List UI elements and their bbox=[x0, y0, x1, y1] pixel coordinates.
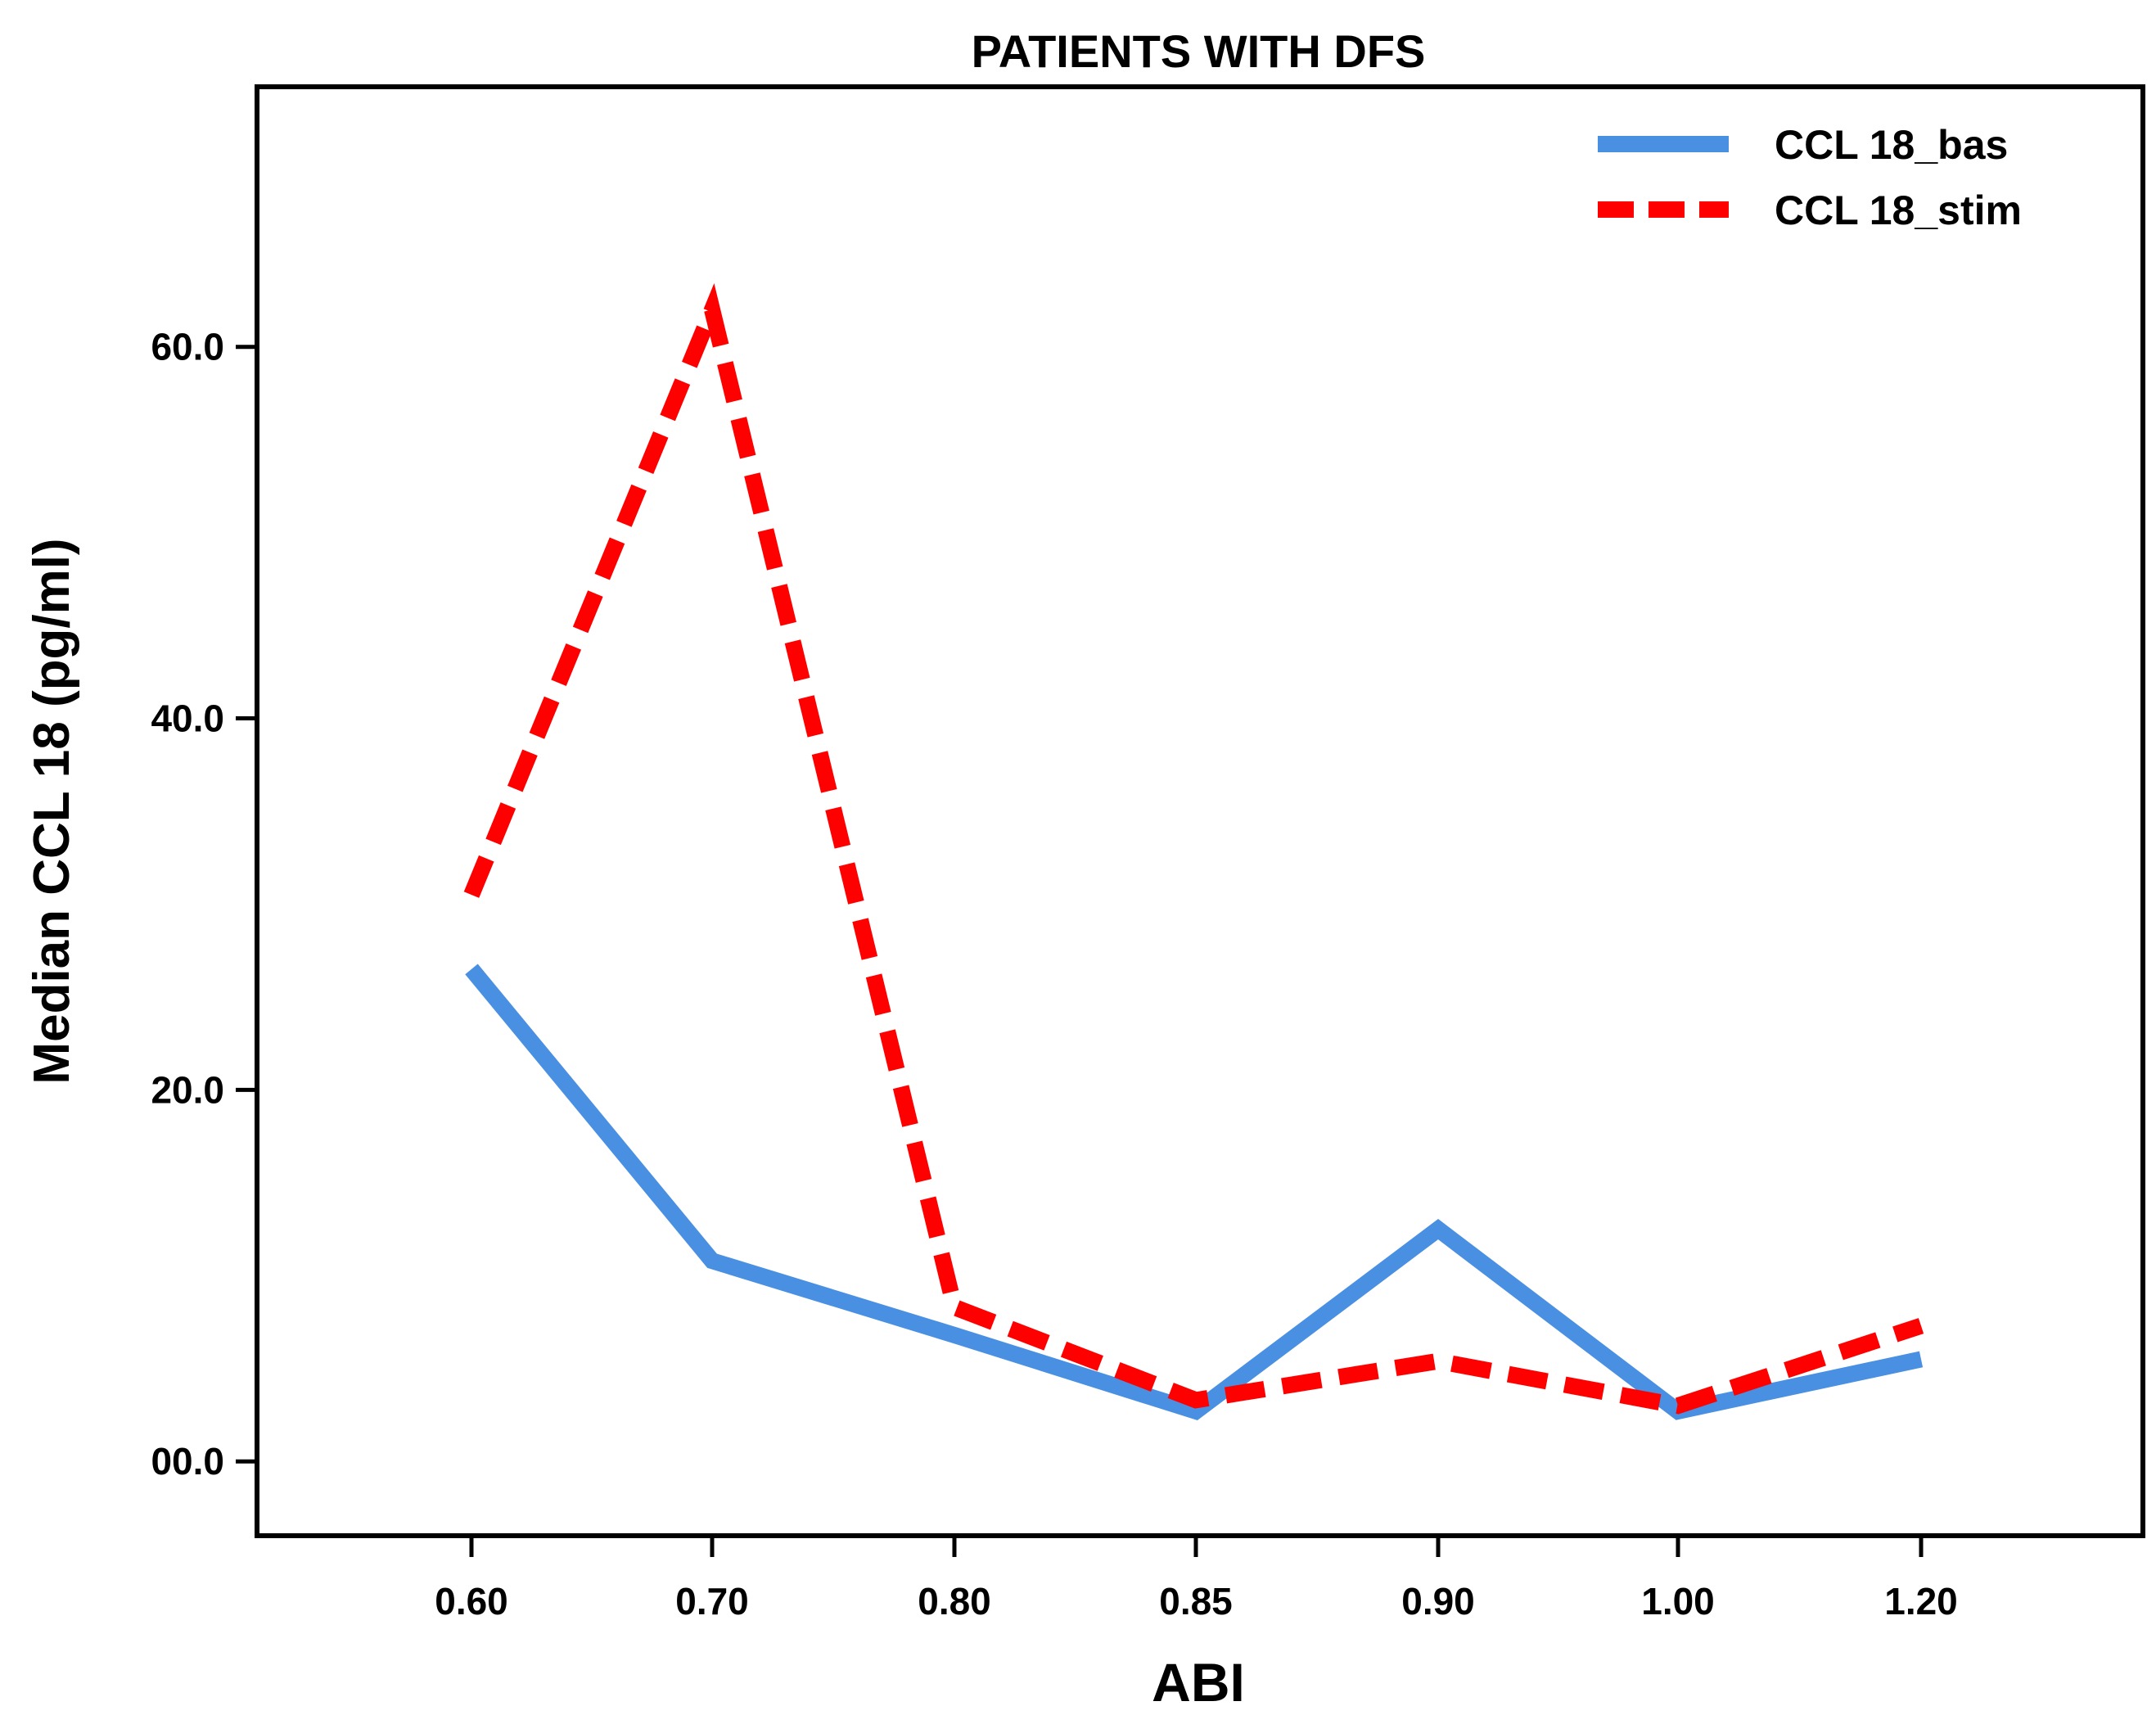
x-tick-label: 0.80 bbox=[918, 1580, 991, 1622]
data-point bbox=[1430, 1221, 1446, 1238]
x-tick-label: 0.60 bbox=[435, 1580, 508, 1622]
data-point bbox=[1913, 1351, 1929, 1367]
series-line-ccl18-bas bbox=[465, 964, 1924, 1421]
data-point bbox=[946, 1299, 963, 1316]
x-tick-label: 0.85 bbox=[1159, 1580, 1233, 1622]
plot-frame bbox=[255, 84, 2145, 1538]
data-point bbox=[463, 961, 480, 977]
x-tick-label: 1.20 bbox=[1884, 1580, 1958, 1622]
x-tick-label: 1.00 bbox=[1641, 1580, 1715, 1622]
legend-label: CCL 18_stim bbox=[1775, 187, 2022, 233]
legend-label: CCL 18_bas bbox=[1775, 122, 2008, 168]
data-point bbox=[1188, 1392, 1204, 1408]
data-point bbox=[704, 1252, 720, 1269]
data-point bbox=[1913, 1318, 1929, 1334]
legend: CCL 18_bas CCL 18_stim bbox=[1598, 122, 2022, 233]
chart-title: PATIENTS WITH DFS bbox=[972, 25, 1426, 77]
data-point bbox=[463, 887, 480, 903]
y-axis-label: Median CCL 18 (pg/ml) bbox=[24, 538, 80, 1084]
data-point bbox=[1430, 1353, 1446, 1370]
series-line-ccl18-stim bbox=[463, 283, 1924, 1415]
y-tick-label: 00.0 bbox=[151, 1440, 224, 1483]
y-axis: 00.0 20.0 40.0 60.0 bbox=[151, 326, 257, 1483]
y-tick-label: 60.0 bbox=[151, 326, 224, 368]
x-tick-label: 0.70 bbox=[675, 1580, 749, 1622]
y-tick-label: 40.0 bbox=[151, 697, 224, 740]
data-point bbox=[1670, 1397, 1686, 1414]
series-layer bbox=[463, 283, 1929, 1421]
x-tick-label: 0.90 bbox=[1401, 1580, 1475, 1622]
data-point bbox=[946, 1327, 963, 1343]
x-axis: 0.60 0.70 0.80 0.85 0.90 1.00 1.20 bbox=[435, 1536, 1958, 1622]
data-point bbox=[704, 301, 720, 318]
x-axis-label: ABI bbox=[1152, 1652, 1245, 1713]
y-tick-label: 20.0 bbox=[151, 1068, 224, 1111]
